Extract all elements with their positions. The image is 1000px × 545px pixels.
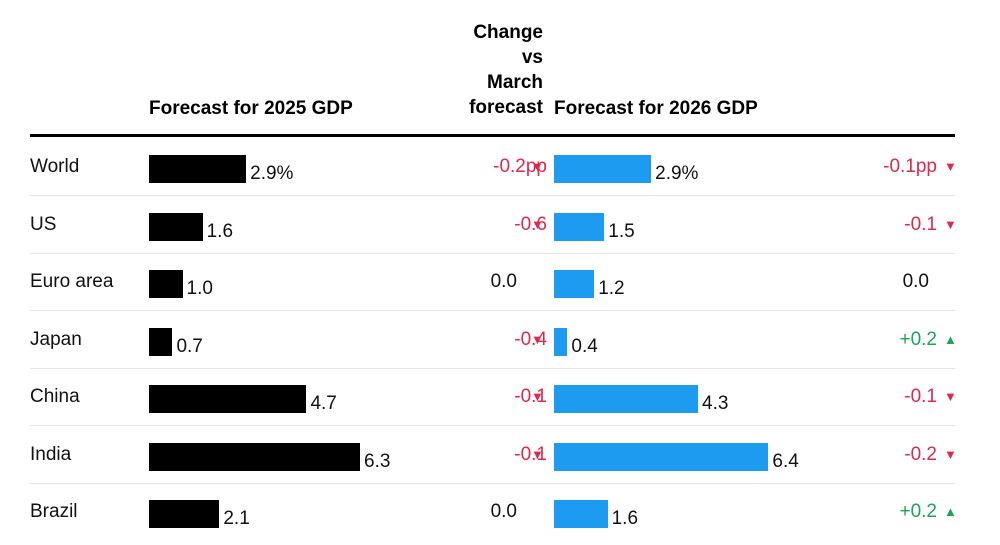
change-2026: -0.2 bbox=[904, 443, 937, 465]
value-label-2025: 1.6 bbox=[206, 220, 234, 242]
up-arrow-icon: ▲ bbox=[944, 504, 957, 519]
value-label-2025: 2.9% bbox=[250, 163, 294, 184]
header-rule bbox=[30, 134, 955, 137]
country-label: World bbox=[30, 156, 80, 177]
bar-2026 bbox=[554, 155, 652, 183]
change-2026: 0.0 bbox=[902, 271, 929, 292]
down-arrow-icon: ▼ bbox=[944, 216, 957, 232]
up-arrow-icon: ▲ bbox=[944, 331, 957, 347]
country-label: US bbox=[30, 213, 57, 235]
country-label: Brazil bbox=[30, 501, 78, 522]
table-row: World 2.9% -0.2pp ▼ 2.9% -0.1pp ▼ bbox=[30, 138, 957, 196]
value-label-2026: 1.2 bbox=[598, 278, 625, 299]
table-row: Brazil 2.1 0.0 1.6 +0.2 ▲ bbox=[30, 483, 957, 541]
bar-2026 bbox=[554, 270, 595, 298]
value-label-2026: 4.3 bbox=[702, 393, 729, 414]
value-label-2025: 1.0 bbox=[186, 278, 213, 299]
change-2025: -0.1 bbox=[514, 443, 547, 465]
table-row: US 1.6 -0.6 ▼ 1.5 -0.1 ▼ bbox=[30, 196, 957, 254]
down-arrow-icon: ▼ bbox=[531, 389, 544, 404]
change-2026: -0.1pp bbox=[883, 156, 937, 177]
bar-2026 bbox=[554, 212, 605, 241]
value-label-2026: 1.5 bbox=[608, 220, 635, 242]
value-label-2026: 0.4 bbox=[571, 335, 598, 357]
change-2025: -0.2pp bbox=[493, 156, 547, 177]
table-row: Japan 0.7 -0.4 ▼ 0.4 +0.2 ▲ bbox=[30, 311, 957, 369]
down-arrow-icon: ▼ bbox=[944, 159, 957, 174]
value-label-2026: 1.6 bbox=[611, 508, 639, 529]
bar-2025 bbox=[149, 442, 361, 471]
country-label: Euro area bbox=[30, 271, 114, 292]
change-2026: -0.1 bbox=[904, 386, 937, 407]
down-arrow-icon: ▼ bbox=[531, 159, 544, 174]
down-arrow-icon: ▼ bbox=[531, 446, 544, 462]
down-arrow-icon: ▼ bbox=[531, 216, 544, 232]
change-2025: 0.0 bbox=[490, 271, 517, 292]
value-label-2025: 2.1 bbox=[223, 508, 250, 529]
bar-2026 bbox=[554, 327, 568, 356]
bar-2025 bbox=[149, 270, 183, 298]
change-2026: +0.2 bbox=[899, 328, 937, 350]
value-label-2025: 6.3 bbox=[364, 450, 391, 472]
row-separator bbox=[30, 252, 955, 254]
header-forecast-2026: Forecast for 2026 GDP bbox=[554, 98, 758, 119]
country-label: China bbox=[30, 386, 80, 407]
change-2025: -0.1 bbox=[514, 386, 547, 407]
change-2025: -0.4 bbox=[514, 328, 547, 350]
bar-2025 bbox=[149, 500, 220, 528]
row-separator bbox=[30, 195, 955, 196]
bar-2025 bbox=[149, 385, 307, 413]
row-separator bbox=[30, 310, 955, 311]
bar-2025 bbox=[149, 212, 203, 241]
value-label-2025: 4.7 bbox=[310, 393, 337, 414]
change-2026: -0.1 bbox=[904, 213, 937, 235]
change-2026: +0.2 bbox=[899, 501, 937, 522]
value-label-2026: 2.9% bbox=[655, 163, 699, 184]
down-arrow-icon: ▼ bbox=[944, 446, 957, 462]
row-separator bbox=[30, 367, 955, 369]
down-arrow-icon: ▼ bbox=[531, 331, 544, 347]
table-row: China 4.7 -0.1 ▼ 4.3 -0.1 ▼ bbox=[30, 368, 957, 426]
bar-2025 bbox=[149, 155, 247, 183]
bar-2026 bbox=[554, 442, 769, 471]
change-2025: 0.0 bbox=[490, 501, 517, 522]
header-forecast-2025: Forecast for 2025 GDP bbox=[149, 98, 353, 119]
country-label: Japan bbox=[30, 328, 82, 350]
down-arrow-icon: ▼ bbox=[944, 389, 957, 404]
table-row: Euro area 1.0 0.0 1.2 0.0 bbox=[30, 253, 955, 311]
header-change-vs-march: Change vs March forecast bbox=[469, 22, 543, 118]
bar-2025 bbox=[149, 327, 173, 356]
change-2025: -0.6 bbox=[514, 213, 547, 235]
country-label: India bbox=[30, 443, 72, 465]
value-label-2026: 6.4 bbox=[772, 450, 799, 472]
bar-2026 bbox=[554, 500, 608, 528]
row-separator bbox=[30, 425, 955, 426]
table-row: India 6.3 -0.1 ▼ 6.4 -0.2 ▼ bbox=[30, 426, 957, 484]
value-label-2025: 0.7 bbox=[176, 335, 203, 357]
row-separator bbox=[30, 482, 955, 484]
bar-2026 bbox=[554, 385, 699, 413]
